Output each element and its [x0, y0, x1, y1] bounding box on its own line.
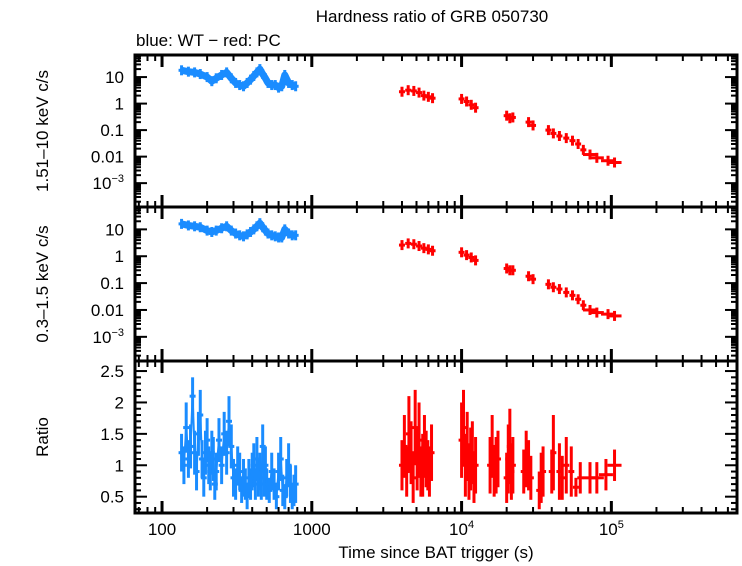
panel-ratio: 0.5 1 1.5 2 2.5 Ratio: [33, 359, 739, 515]
series-line: [180, 395, 297, 498]
x-tick-label-exponent: 4: [468, 519, 474, 531]
series-pc: [398, 389, 622, 510]
y-tick-label: 10: [105, 220, 124, 239]
y-tick-label-text: 2: [115, 393, 124, 412]
x-tick-label: 104: [449, 519, 474, 539]
x-axis-label: Time since BAT trigger (s): [338, 543, 533, 562]
plot-frame: [133, 359, 739, 515]
y-tick-label: 0.01: [91, 148, 124, 167]
series-pc: [398, 85, 622, 168]
x-tick-label-text: 10: [449, 520, 468, 539]
y-tick-label: 0.1: [100, 121, 124, 140]
y-tick-label: 2.5: [100, 362, 124, 381]
y-tick-label-text: 0.1: [100, 274, 124, 293]
y-tick-label: 2: [115, 393, 124, 412]
chart-title: Hardness ratio of GRB 050730: [316, 7, 548, 26]
series-wt: [178, 218, 299, 243]
x-tick-label: 1000: [293, 520, 331, 539]
y-tick-label-text: 10: [93, 328, 112, 347]
y-tick-label-text: 1: [115, 247, 124, 266]
y-axis-label: 0.3–1.5 keV c/s: [33, 225, 52, 342]
y-tick-label: 10−3: [93, 173, 124, 193]
y-tick-label: 1: [115, 456, 124, 475]
y-tick-label-text: 0.01: [91, 148, 124, 167]
x-tick-label-text: 10: [599, 520, 618, 539]
y-tick-label: 10: [105, 68, 124, 87]
y-tick-label-text: 2.5: [100, 362, 124, 381]
x-tick-label-text: 100: [148, 520, 176, 539]
y-tick-label-text: 10: [105, 220, 124, 239]
y-tick-label: 1.5: [100, 425, 124, 444]
y-tick-label-text: 10: [93, 174, 112, 193]
y-tick-label: 1: [115, 95, 124, 114]
x-tick-label: 100: [148, 520, 176, 539]
y-tick-label-text: 1: [115, 456, 124, 475]
y-tick-label-exponent: −3: [111, 327, 124, 339]
plot-frame: [133, 53, 739, 209]
y-tick-label: 0.5: [100, 488, 124, 507]
y-tick-label-exponent: −3: [111, 173, 124, 185]
series-wt: [178, 377, 299, 510]
series-pc: [398, 238, 622, 321]
y-tick-label-text: 10: [105, 68, 124, 87]
chart-subtitle: blue: WT − red: PC: [136, 31, 281, 50]
y-axis-label: 1.51–10 keV c/s: [33, 70, 52, 192]
y-axis-label: Ratio: [33, 417, 52, 457]
x-tick-label-exponent: 5: [618, 519, 624, 531]
y-tick-label: 0.01: [91, 301, 124, 320]
series-wt: [178, 64, 299, 93]
series-line: [180, 65, 297, 92]
y-tick-label-text: 0.5: [100, 488, 124, 507]
series-line: [180, 219, 296, 241]
y-tick-label-text: 0.01: [91, 301, 124, 320]
y-tick-label-text: 1.5: [100, 425, 124, 444]
x-tick-label: 105: [599, 519, 624, 539]
y-tick-label-text: 1: [115, 95, 124, 114]
y-tick-label-text: 0.1: [100, 121, 124, 140]
y-tick-label: 10−3: [93, 327, 124, 347]
y-tick-label: 1: [115, 247, 124, 266]
y-tick-label: 0.1: [100, 274, 124, 293]
x-tick-label-text: 1000: [293, 520, 331, 539]
